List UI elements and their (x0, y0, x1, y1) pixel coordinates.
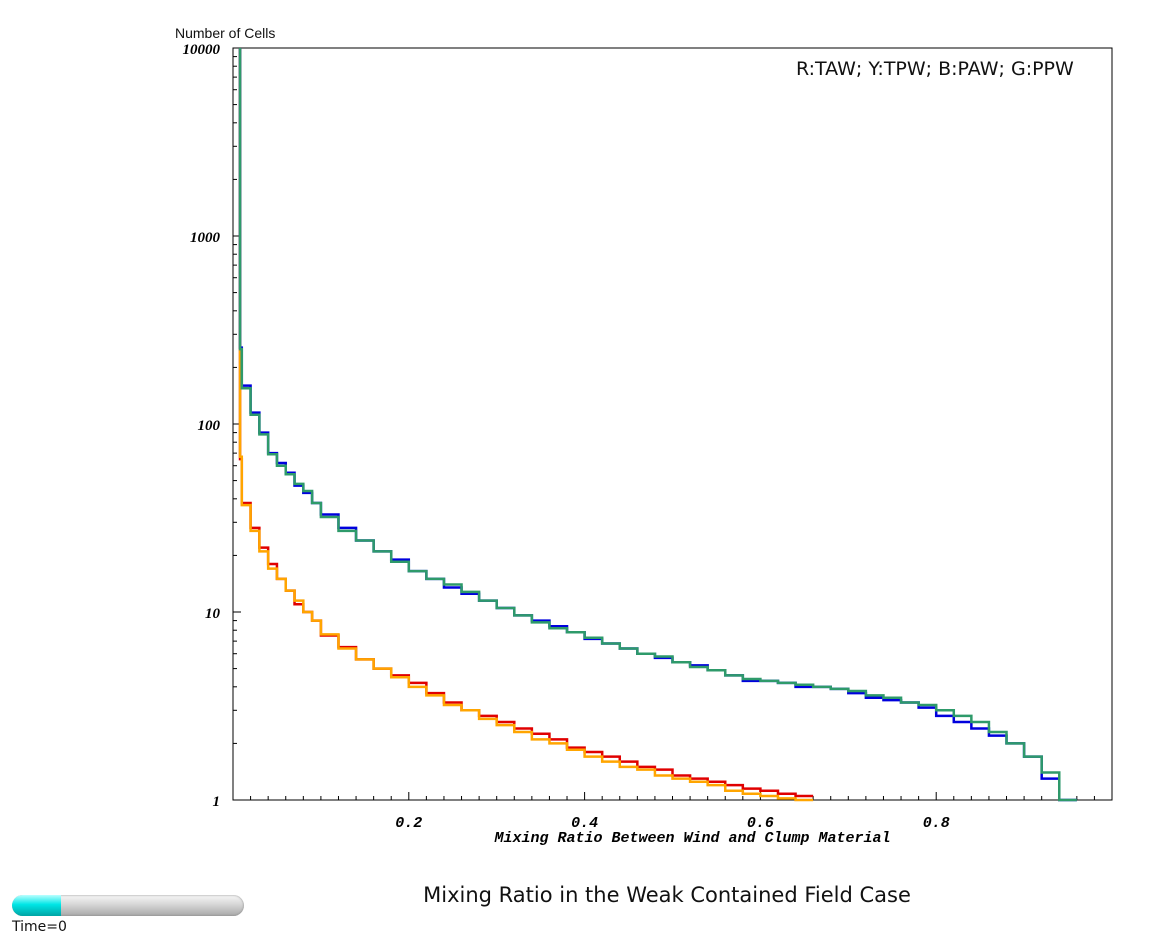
y-tick-label: 100 (198, 418, 221, 434)
y-tick-label: 10 (205, 606, 221, 622)
y-tick-label: 10000 (183, 42, 221, 58)
x-tick-label: 0.8 (923, 815, 950, 832)
x-tick-label: 0.4 (571, 815, 598, 832)
time-slider[interactable] (12, 895, 244, 916)
x-axis-label: Mixing Ratio Between Wind and Clump Mate… (493, 830, 890, 847)
x-tick-label: 0.2 (395, 815, 422, 832)
legend-text: R:TAW; Y:TPW; B:PAW; G:PPW (796, 58, 1074, 80)
y-tick-label: 1 (213, 794, 221, 810)
series-TPW-line (238, 48, 814, 802)
y-axis-label: Number of Cells (175, 25, 276, 41)
plot-frame (232, 47, 1113, 801)
y-tick-label: 1000 (190, 230, 221, 246)
time-label: Time=0 (12, 919, 67, 935)
x-tick-label: 0.6 (747, 815, 774, 832)
series-TAW-line (238, 48, 814, 798)
plot-title: Mixing Ratio in the Weak Contained Field… (423, 883, 911, 907)
series-PPW-line (238, 48, 1077, 802)
time-slider-fill (12, 895, 61, 916)
histogram-plot: 1 10 100 1000 10000 0.2 0.4 0.6 0.8 Mixing Ratio … (183, 42, 1113, 847)
series-PAW-line (238, 48, 1077, 802)
